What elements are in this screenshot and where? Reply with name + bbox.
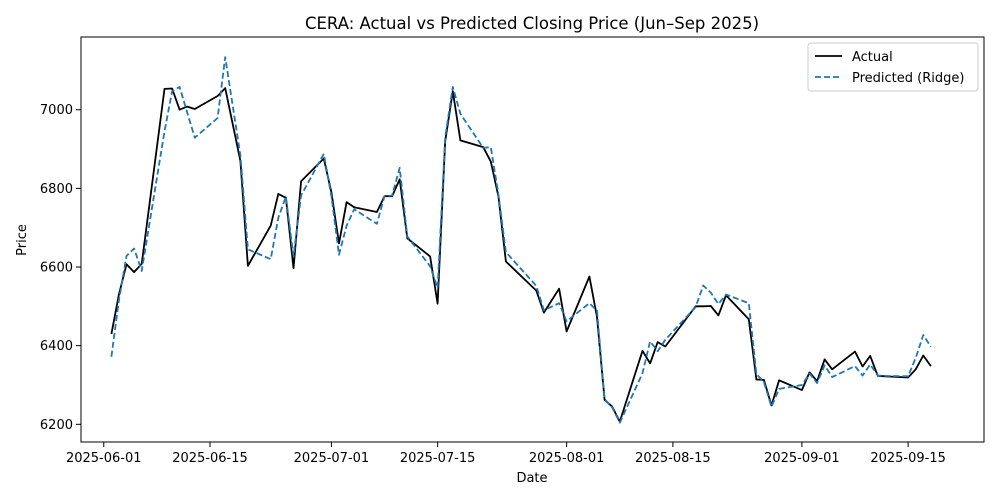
series-line-predicted (110, 56, 932, 424)
series-layer (110, 56, 932, 424)
legend-actual-label: Actual (852, 50, 893, 65)
x-axis-label: Date (516, 471, 547, 486)
legend: Actual Predicted (Ridge) (807, 42, 979, 92)
x-tick-label: 2025-06-01 (66, 451, 142, 466)
y-tick-label: 7000 (40, 103, 73, 118)
y-tick-label: 6200 (40, 418, 73, 433)
y-axis-label: Price (15, 224, 30, 256)
y-tick-label: 6600 (40, 261, 73, 276)
y-tick-label: 6400 (40, 339, 73, 354)
x-tick-label: 2025-06-15 (172, 451, 248, 466)
y-axis: 6200 6400 6600 6800 7000 (40, 103, 81, 433)
x-tick-label: 2025-09-15 (870, 451, 946, 466)
x-tick-label: 2025-09-01 (764, 451, 840, 466)
y-tick-label: 6800 (40, 182, 73, 197)
x-tick-label: 2025-07-01 (294, 451, 370, 466)
x-axis: 2025-06-01 2025-06-15 2025-07-01 2025-07-15… (66, 442, 946, 466)
x-tick-label: 2025-08-01 (529, 451, 605, 466)
plot-frame (80, 36, 985, 443)
legend-predicted-label: Predicted (Ridge) (852, 71, 964, 86)
series-line-actual (110, 87, 932, 423)
legend-box (807, 42, 979, 92)
x-tick-label: 2025-07-15 (400, 451, 476, 466)
x-tick-label: 2025-08-15 (635, 451, 711, 466)
chart-title: CERA: Actual vs Predicted Closing Price … (305, 14, 759, 33)
